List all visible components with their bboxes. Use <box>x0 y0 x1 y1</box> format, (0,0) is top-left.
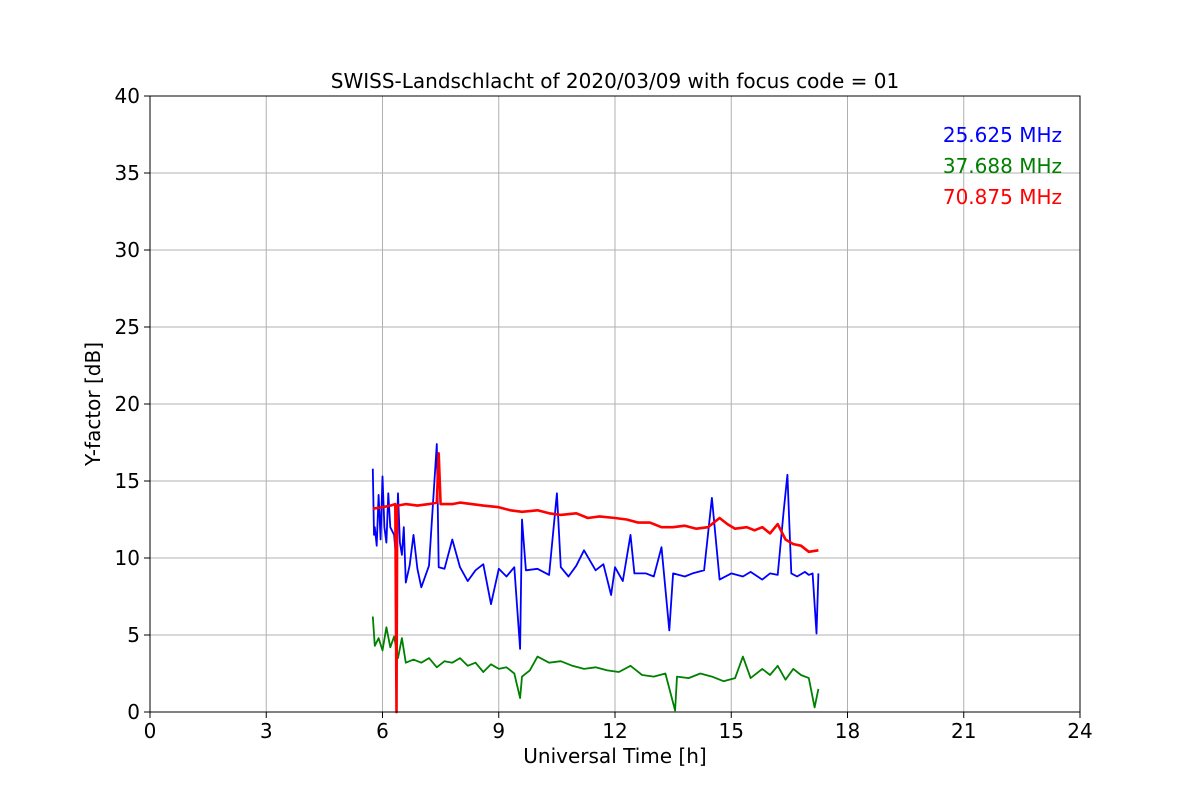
series-line <box>371 616 820 712</box>
y-tick-label: 40 <box>115 84 140 108</box>
x-tick-label: 6 <box>376 719 389 743</box>
legend-entry: 25.625 MHz <box>943 123 1062 147</box>
series-group <box>371 443 820 714</box>
y-axis-label: Y-factor [dB] <box>81 342 105 467</box>
legend: 25.625 MHz 37.688 MHz 70.875 MHz <box>943 123 1062 209</box>
legend-entry: 70.875 MHz <box>943 185 1062 209</box>
x-axis-label: Universal Time [h] <box>523 744 706 768</box>
y-tick-label: 5 <box>127 623 140 647</box>
y-tick-label: 15 <box>115 469 140 493</box>
y-tick-label: 20 <box>115 392 140 416</box>
axis-ticks: 0 3 6 9 12 15 18 21 24 0 5 10 15 20 25 30 35 40 <box>115 84 1093 743</box>
y-tick-label: 10 <box>115 546 140 570</box>
chart-title: SWISS-Landschlacht of 2020/03/09 with fo… <box>331 69 899 93</box>
x-tick-label: 24 <box>1067 719 1092 743</box>
y-tick-label: 30 <box>115 238 140 262</box>
x-tick-label: 15 <box>719 719 744 743</box>
x-tick-label: 3 <box>260 719 273 743</box>
x-tick-label: 0 <box>144 719 157 743</box>
x-tick-label: 21 <box>951 719 976 743</box>
series-line <box>372 452 819 714</box>
y-tick-label: 35 <box>115 161 140 185</box>
x-tick-label: 9 <box>492 719 505 743</box>
x-tick-label: 18 <box>835 719 860 743</box>
x-tick-label: 12 <box>602 719 627 743</box>
y-tick-label: 0 <box>127 700 140 724</box>
legend-entry: 37.688 MHz <box>943 154 1062 178</box>
y-tick-label: 25 <box>115 315 140 339</box>
